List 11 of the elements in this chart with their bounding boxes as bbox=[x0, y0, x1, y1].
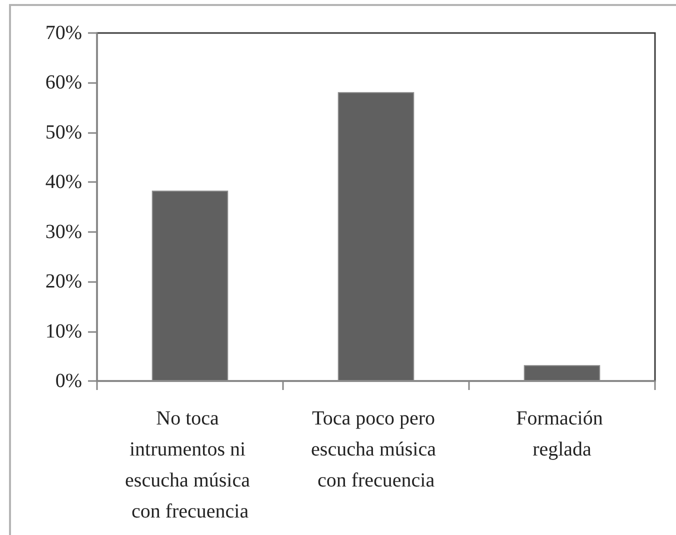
y-tick-label: 10% bbox=[45, 320, 82, 342]
y-tick-label: 40% bbox=[45, 171, 82, 194]
y-tick-label: 30% bbox=[45, 220, 82, 243]
y-tick-label: 20% bbox=[45, 270, 82, 293]
y-tick-label: 0% bbox=[55, 370, 82, 392]
y-tick-label: 60% bbox=[45, 72, 82, 94]
y-tick-label: 50% bbox=[45, 121, 82, 144]
y-tick-label: 70% bbox=[45, 22, 82, 44]
x-tick-label: Toca poco pero escucha música con frecuencia bbox=[311, 408, 441, 492]
x-tick-label: Formación reglada bbox=[516, 408, 608, 460]
x-tick-label: No toca intrumentos ni escucha música con frecuencia bbox=[125, 408, 255, 522]
